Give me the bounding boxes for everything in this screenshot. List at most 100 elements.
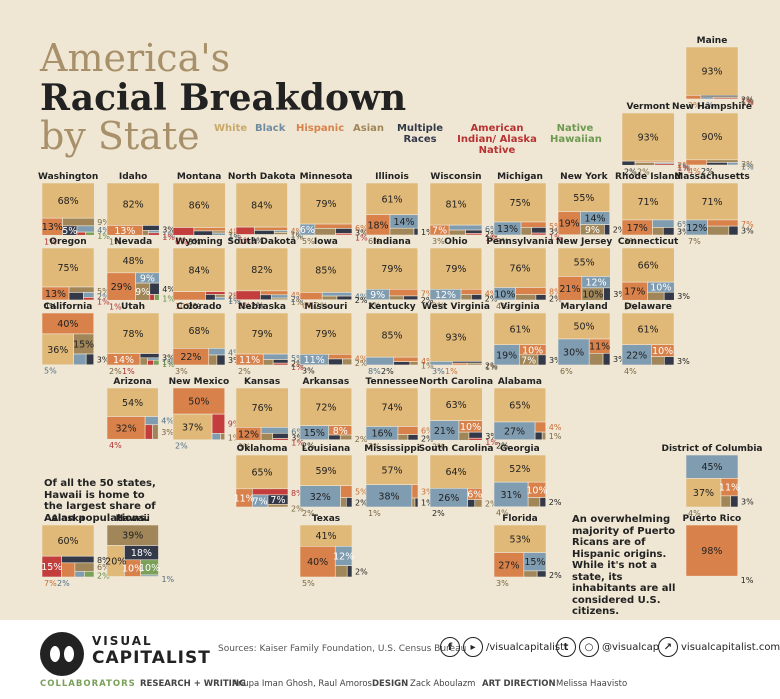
segment-kentucky-black [365,356,395,366]
state-label-georgia: Georgia [500,444,540,454]
value-label-michigan-white: 75% [509,198,530,209]
twitter-link[interactable]: t ○ @visualcap [556,636,659,658]
segment-alabama-multiple [534,431,543,441]
value-label-nebraska-white: 79% [251,329,272,340]
segment-ohio-multiple [471,294,483,301]
value-label-florida-hispanic: 27% [498,560,519,571]
state-label-wyoming: Wyoming [175,237,222,247]
segment-oregon-multiple [68,292,84,301]
value-label-oregon-native: 1% [97,297,110,306]
value-label-colorado-multiple: 3% [228,356,241,365]
segment-new-york-multiple [604,224,611,236]
value-label-california-hispanic: 40% [57,319,78,330]
value-label-new-york-multiple: 2% [613,226,626,235]
value-label-colorado-white: 68% [188,326,209,337]
segment-california-white [41,333,74,366]
value-label-missouri-multiple: 3% [302,367,315,376]
segment-nebraska-black [262,353,289,360]
state-oklahoma: Oklahoma 65% 11% 8% 7% 7% 2% [234,444,304,513]
value-label-florida-white: 53% [509,534,530,545]
state-label-new-york: New York [560,172,608,182]
website-link[interactable]: ↗ visualcapitalist.com [658,636,780,658]
state-label-new-jersey: New Jersey [556,237,612,247]
state-label-minnesota: Minnesota [300,172,353,182]
value-label-south-dakota-asian: 1% [291,298,304,307]
segment-texas-multiple [346,565,353,578]
segment-south-dakota-asian [271,297,289,301]
value-label-alaska-native: 15% [41,562,62,573]
segment-nevada-native [149,294,155,301]
segment-missouri-white [299,312,353,355]
segment-alabama-asian [541,431,547,441]
segment-iowa-multiple [336,295,353,301]
legend-asian: Asian [353,123,384,134]
state-label-tennessee: Tennessee [366,377,419,387]
value-label-montana-multiple: 3% [188,237,201,246]
value-label-virginia-black: 19% [496,350,517,361]
value-label-arkansas-white: 72% [315,402,336,413]
value-label-rhode-island-asian: 3% [624,237,637,246]
value-label-michigan-multiple: 3% [549,227,562,236]
value-label-michigan-black: 13% [497,224,518,235]
value-label-pennsylvania-hispanic: 8% [549,288,562,297]
state-wisconsin: Wisconsin 81% 7% 6% 3% 2%1% [429,172,498,246]
value-label-district-of-columbia-asian: 4% [688,509,701,518]
value-label-iowa-white: 85% [315,266,336,277]
segment-utah-multiple [139,353,160,359]
segment-delaware-multiple [663,356,675,366]
value-label-missouri-hispanic: 4% [355,354,368,363]
state-label-delaware: Delaware [624,302,672,312]
state-maryland: Maryland 50% 30% 11% 6% 3% [557,302,626,376]
segment-north-carolina-native [468,437,483,441]
value-label-washington-black: 4% [97,226,110,235]
facebook-link[interactable]: f ▸ /visualcapitalist [440,636,564,658]
segment-florida-multiple [536,570,547,578]
value-label-washington-hispanic: 13% [42,222,63,233]
segment-montana-native [172,227,195,236]
value-label-maine-native: 1% [741,98,754,107]
value-label-alaska-asian: 6% [97,563,110,572]
design-label: DESIGN [372,679,409,689]
segment-indiana-hispanic [388,288,419,297]
value-label-alaska-hispanic: 7% [44,579,57,588]
value-label-illinois-black: 14% [393,217,414,228]
segment-wyoming-black [214,296,226,301]
segment-south-carolina-asian [474,499,483,508]
segment-kansas-asian [260,432,274,441]
value-label-north-carolina-black: 21% [434,426,455,437]
value-label-south-carolina-asian: 2% [485,500,498,509]
value-label-new-hampshire-white: 90% [701,132,722,143]
value-label-pennsylvania-asian: 4% [496,302,509,311]
value-label-rhode-island-white: 71% [637,197,658,208]
segment-new-jersey-multiple [603,287,611,301]
segment-wyoming-multiple [205,294,216,301]
value-label-utah-hawaiian: 1% [162,360,175,369]
state-label-alaska: Alaska [51,514,85,524]
segment-colorado-black [208,348,226,356]
segment-michigan-asian [520,227,533,236]
segment-maine-white [685,46,739,96]
state-label-maine: Maine [697,36,728,46]
value-label-pennsylvania-white: 76% [509,263,530,274]
state-label-rhode-island: Rhode Island [615,172,681,182]
segment-utah-native [147,359,154,366]
state-label-massachusetts: Massachusetts [674,172,749,182]
value-label-nevada-hispanic: 29% [111,282,132,293]
value-label-south-dakota-hispanic: 4% [291,291,304,300]
segment-michigan-native [531,232,547,236]
value-label-new-mexico-hispanic: 50% [188,397,209,408]
value-label-georgia-hispanic: 10% [526,485,547,496]
value-label-south-carolina-black: 26% [438,493,459,504]
state-mississippi: Mississippi 57% 38% 3% 1% 1% [364,444,434,518]
segment-new-hampshire-black [727,162,739,166]
value-label-nebraska-asian: 2% [238,367,251,376]
segment-wisconsin-asian [448,229,466,236]
segment-kansas-multiple [272,432,289,439]
value-label-hawaii-hispanic: 10% [122,564,143,575]
value-label-colorado-black: 4% [228,348,241,357]
segment-alaska-asian [74,562,95,572]
value-label-louisiana-white: 59% [315,466,336,477]
